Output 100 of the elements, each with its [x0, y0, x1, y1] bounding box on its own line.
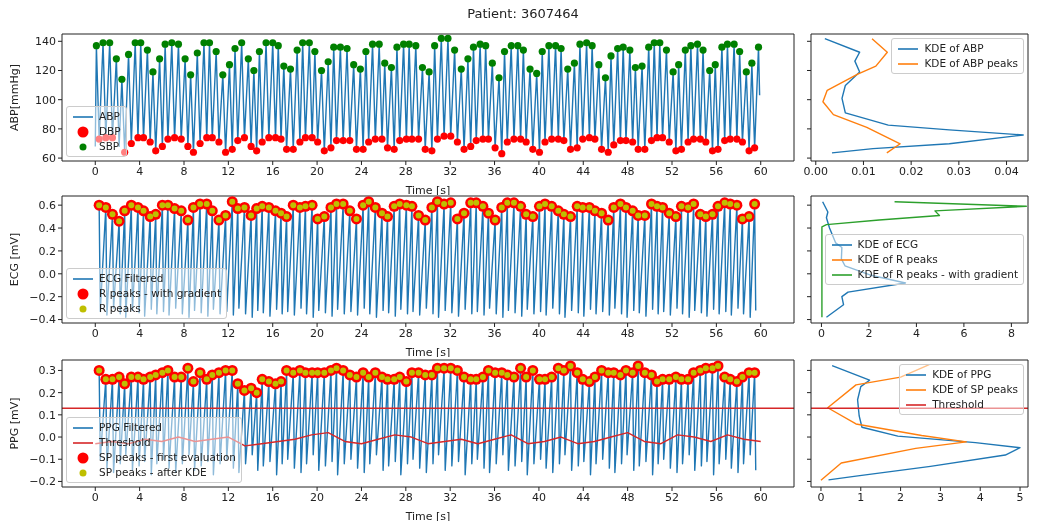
- x-axis-title: Time [s]: [404, 346, 451, 359]
- x-tick-label: 32: [443, 326, 458, 340]
- y-axis-title: ECG [mV]: [7, 232, 21, 287]
- x-tick-label: 44: [576, 164, 591, 178]
- x-tick-label: 60: [753, 490, 768, 504]
- x-tick-label: 24: [354, 490, 369, 504]
- x-tick-label: 4: [976, 490, 984, 504]
- x-tick-label: 60: [753, 326, 768, 340]
- x-tick-label: 40: [531, 164, 546, 178]
- x-tick-label: 20: [310, 164, 325, 178]
- x-tick-label: 20: [310, 490, 325, 504]
- x-tick-label: 56: [709, 490, 724, 504]
- x-tick-label: 36: [487, 164, 502, 178]
- legend-label: KDE of PPG: [932, 367, 992, 382]
- chart-title: Patient: 3607464: [466, 6, 580, 21]
- x-tick-label: 44: [576, 326, 591, 340]
- legend-label: PPG Filtered: [99, 420, 163, 435]
- y-tick-label: 0.1: [38, 408, 56, 422]
- y-tick-label: 0.0: [38, 430, 56, 444]
- x-tick-label: 8: [1007, 326, 1015, 340]
- y-tick-label: −0.2: [29, 475, 56, 489]
- y-tick-label: 80: [42, 122, 56, 136]
- x-tick-label: 40: [531, 326, 546, 340]
- legend-label: KDE of ECG: [857, 237, 919, 252]
- x-tick-label: 8: [180, 490, 188, 504]
- y-tick-label: 0.4: [38, 221, 56, 235]
- x-tick-label: 0: [91, 326, 99, 340]
- x-axis-title: Time [s]: [404, 510, 451, 521]
- legend-label: KDE of R peaks: [857, 252, 938, 267]
- legend-label: DBP: [99, 124, 121, 139]
- x-tick-label: 0.03: [946, 164, 972, 178]
- legend-label: SP peaks - after KDE: [99, 465, 207, 480]
- x-tick-label: 36: [487, 490, 502, 504]
- x-tick-label: 0: [91, 164, 99, 178]
- x-axis-title: Time [s]: [404, 184, 451, 197]
- x-tick-label: 0.04: [994, 164, 1019, 178]
- x-tick-label: 32: [443, 164, 458, 178]
- x-tick-label: 0: [817, 326, 825, 340]
- x-tick-label: 0.02: [898, 164, 924, 178]
- x-tick-label: 16: [265, 490, 280, 504]
- y-tick-label: −0.4: [29, 313, 56, 327]
- y-tick-label: 60: [42, 151, 56, 165]
- x-tick-label: 4: [136, 490, 144, 504]
- x-tick-label: 12: [221, 164, 236, 178]
- legend-label: SP peaks - first evaluation: [99, 450, 236, 465]
- y-tick-label: 120: [35, 64, 56, 78]
- x-tick-label: 2: [865, 326, 873, 340]
- ref-line-label: Threshold: [932, 397, 984, 412]
- x-tick-label: 8: [180, 326, 188, 340]
- x-tick-label: 32: [443, 490, 458, 504]
- x-tick-label: 52: [665, 326, 679, 340]
- x-tick-label: 2: [897, 490, 905, 504]
- x-tick-label: 24: [354, 326, 369, 340]
- legend-label: ECG Filtered: [99, 271, 164, 286]
- x-tick-label: 56: [709, 164, 724, 178]
- x-tick-label: 48: [620, 490, 635, 504]
- y-tick-label: 140: [35, 35, 56, 49]
- x-tick-label: 28: [398, 164, 413, 178]
- x-tick-label: 0.01: [851, 164, 876, 178]
- x-tick-label: 48: [620, 326, 635, 340]
- legend-label: R peaks - with gradient: [99, 286, 222, 301]
- x-tick-label: 36: [487, 326, 502, 340]
- x-tick-label: 6: [960, 326, 968, 340]
- legend-label: KDE of ABP: [924, 41, 984, 56]
- x-tick-label: 20: [310, 326, 325, 340]
- legend-label: Threshold: [99, 435, 151, 450]
- x-tick-label: 0: [91, 490, 99, 504]
- x-tick-label: 0.00: [803, 164, 829, 178]
- x-tick-label: 48: [620, 164, 635, 178]
- y-tick-label: 0.3: [38, 364, 56, 378]
- y-tick-label: 100: [35, 93, 56, 107]
- y-axis-title: ABP[mmHg]: [7, 64, 21, 131]
- legend-label: KDE of SP peaks: [932, 382, 1018, 397]
- x-tick-label: 4: [136, 164, 144, 178]
- y-tick-label: 0.2: [38, 386, 56, 400]
- x-tick-label: 8: [180, 164, 188, 178]
- x-tick-label: 5: [1016, 490, 1024, 504]
- x-tick-label: 4: [136, 326, 144, 340]
- y-axis-title: PPG [mV]: [7, 397, 21, 450]
- x-tick-label: 60: [753, 164, 768, 178]
- x-tick-label: 3: [936, 490, 944, 504]
- x-tick-label: 24: [354, 164, 369, 178]
- y-tick-label: −0.1: [29, 453, 56, 467]
- x-tick-label: 16: [265, 164, 280, 178]
- x-tick-label: 12: [221, 326, 236, 340]
- legend-label: KDE of R peaks - with gradient: [857, 267, 1018, 282]
- x-tick-label: 0: [817, 490, 825, 504]
- x-tick-label: 44: [576, 490, 591, 504]
- x-tick-label: 12: [221, 490, 236, 504]
- legend-label: KDE of ABP peaks: [924, 56, 1018, 71]
- x-tick-label: 52: [665, 490, 679, 504]
- x-tick-label: 4: [912, 326, 920, 340]
- y-tick-label: 0.2: [38, 244, 56, 258]
- x-tick-label: 52: [665, 164, 679, 178]
- x-tick-label: 56: [709, 326, 724, 340]
- legend-label: SBP: [99, 139, 120, 154]
- y-tick-label: 0.0: [38, 267, 56, 281]
- legend-label: ABP: [99, 109, 120, 124]
- x-tick-label: 40: [531, 490, 546, 504]
- x-tick-label: 28: [398, 490, 413, 504]
